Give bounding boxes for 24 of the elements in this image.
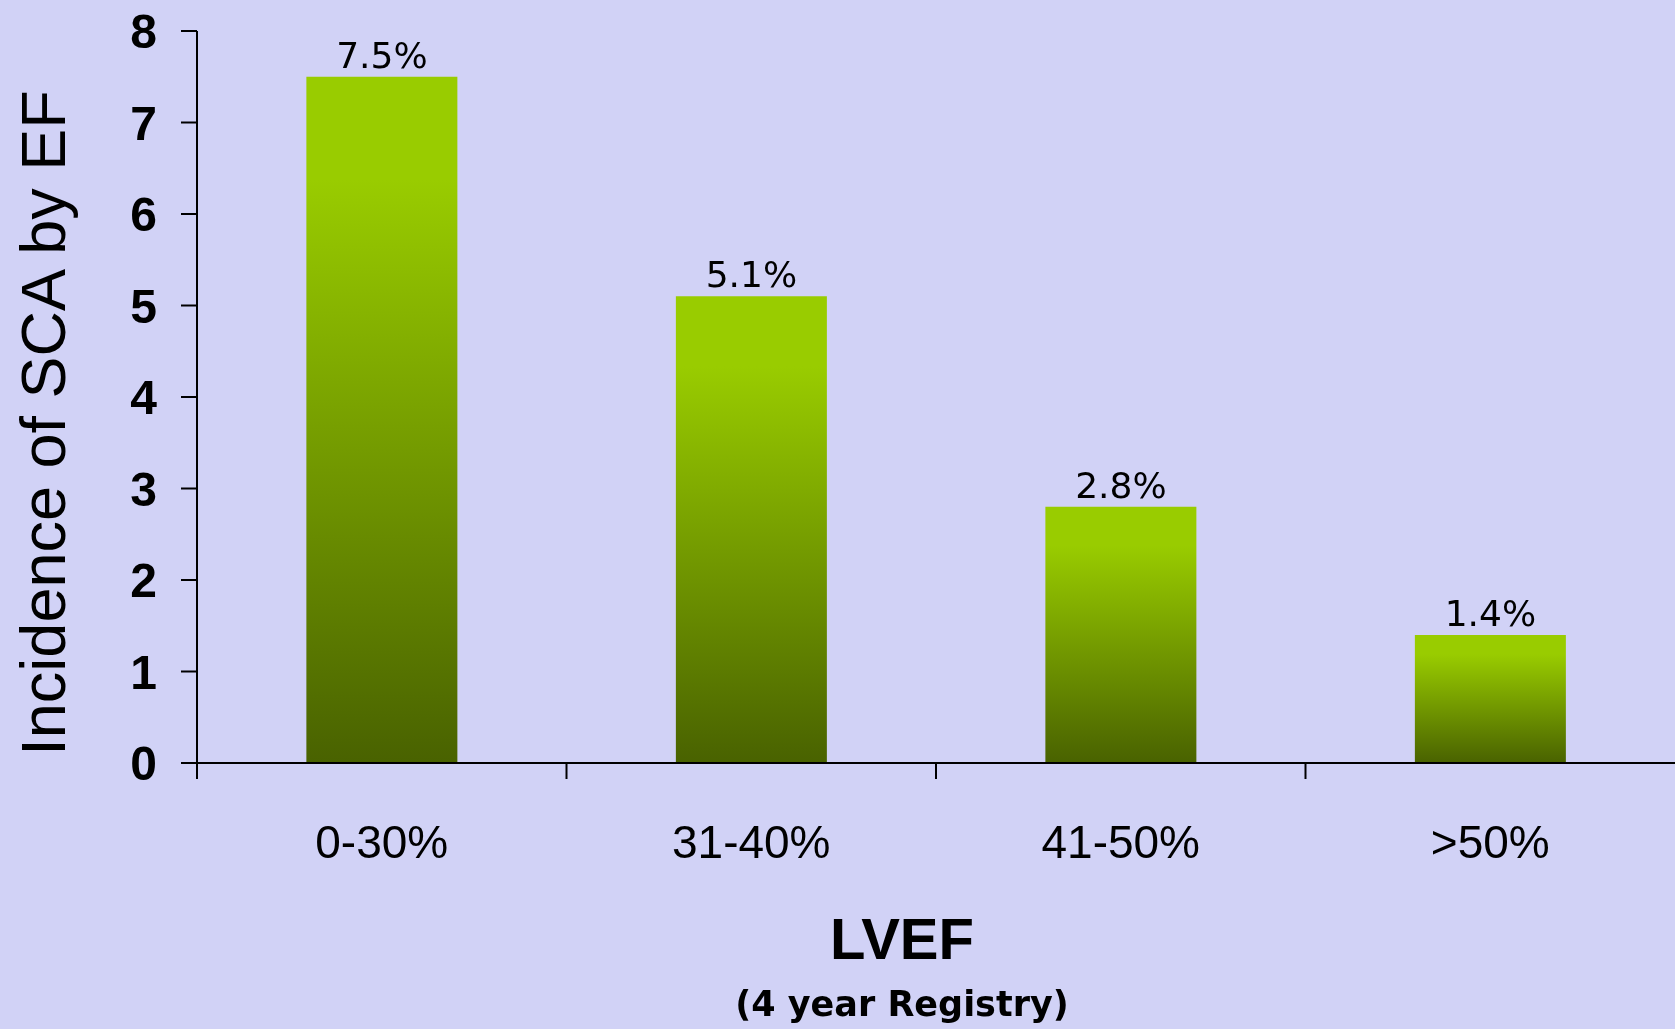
y-tick-label: 4 bbox=[130, 371, 158, 425]
data-label: 1.4% bbox=[1444, 592, 1537, 634]
y-tick-label: 2 bbox=[130, 554, 157, 608]
x-tick-label: 0-30% bbox=[315, 816, 449, 868]
x-tick-label: >50% bbox=[1430, 816, 1550, 868]
data-label: 7.5% bbox=[336, 34, 428, 76]
x-axis-title: LVEF bbox=[830, 906, 974, 971]
y-tick-label: 5 bbox=[130, 279, 157, 333]
data-label: 2.8% bbox=[1075, 464, 1167, 506]
bar bbox=[306, 76, 458, 763]
y-tick-label: 7 bbox=[130, 96, 157, 150]
y-tick-label: 8 bbox=[130, 5, 157, 59]
text: (4 year Registry) bbox=[735, 984, 1069, 1024]
y-axis-title: Incidence of SCA by EF bbox=[8, 90, 78, 756]
bar bbox=[675, 296, 827, 763]
y-tick-label: 6 bbox=[130, 188, 157, 242]
x-tick-label: 41-50% bbox=[1041, 816, 1201, 868]
y-tick-label: 0 bbox=[130, 737, 157, 791]
y-tick-label: 3 bbox=[130, 462, 157, 516]
bar bbox=[1045, 506, 1197, 763]
x-tick-label: 31-40% bbox=[671, 816, 831, 868]
data-label: 5.1% bbox=[705, 254, 798, 296]
y-tick-label: 1 bbox=[130, 645, 157, 699]
bar bbox=[1414, 634, 1566, 763]
